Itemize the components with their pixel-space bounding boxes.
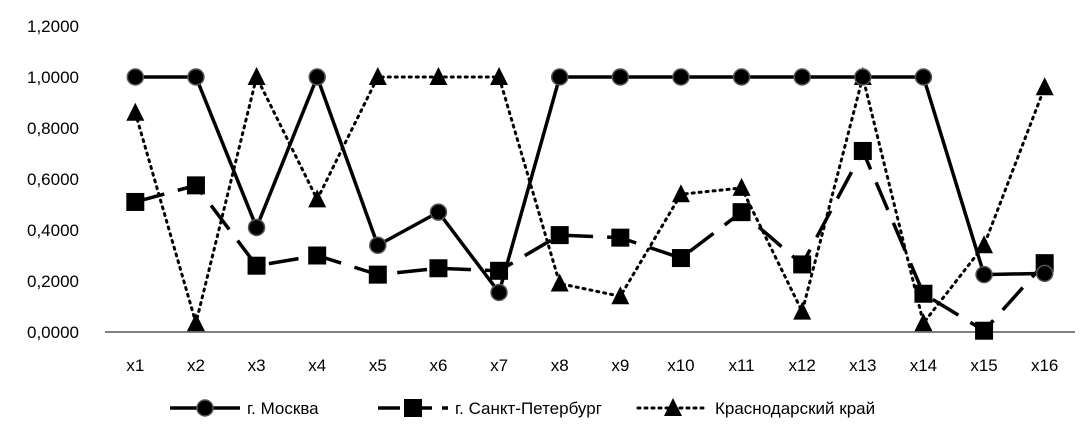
data-point-circle	[308, 68, 326, 86]
y-tick-label: 0,2000	[27, 272, 79, 291]
data-point-triangle	[732, 177, 751, 196]
x-tick-label: x4	[308, 356, 326, 375]
data-point-square	[186, 176, 205, 195]
x-tick-label: x6	[429, 356, 447, 375]
data-point-square	[853, 141, 872, 160]
data-point-square	[671, 249, 690, 268]
data-point-triangle	[550, 273, 569, 292]
data-point-circle	[550, 68, 569, 86]
data-point-circle	[975, 265, 993, 284]
data-point-circle	[854, 68, 872, 86]
x-tick-label: x3	[248, 356, 266, 375]
data-point-square	[429, 259, 448, 278]
legend-marker-triangle	[664, 398, 682, 416]
legend-entry: г. Санкт-Петербург	[378, 399, 602, 418]
data-point-triangle	[1035, 77, 1054, 96]
legend-marker-square	[404, 399, 422, 417]
data-point-triangle	[429, 67, 448, 85]
data-point-triangle	[186, 313, 205, 332]
x-tick-label: x13	[849, 356, 876, 375]
data-point-square	[308, 246, 327, 265]
x-axis-ticks: x1 x2 x3 x4 x5 x6 x7 x8 x9 x10 x11 x12 x13 x14 x15 x16	[126, 356, 1058, 375]
x-tick-label: x1	[126, 356, 144, 375]
data-point-circle	[1035, 264, 1054, 283]
x-tick-label: x11	[728, 356, 754, 375]
legend-marker-circle	[196, 399, 214, 417]
series-triangle	[126, 67, 1054, 332]
y-tick-label: 0,8000	[27, 119, 79, 138]
data-point-circle	[429, 203, 448, 221]
data-point-circle	[247, 218, 266, 237]
legend-label: г. Москва	[247, 399, 319, 418]
data-point-square	[975, 321, 994, 340]
y-tick-label: 0,0000	[27, 323, 79, 342]
data-point-circle	[732, 68, 751, 86]
data-point-circle	[611, 68, 630, 86]
data-point-triangle	[671, 184, 690, 203]
legend-label: Краснодарский край	[715, 399, 875, 418]
x-tick-label: x7	[490, 356, 508, 375]
data-point-square	[611, 228, 630, 247]
data-point-circle	[793, 68, 811, 86]
x-tick-label: x2	[187, 356, 205, 375]
series-line	[134, 149, 1046, 333]
data-point-circle	[914, 68, 933, 86]
y-tick-label: 0,6000	[27, 170, 79, 189]
x-tick-label: x5	[369, 356, 387, 375]
series-line	[135, 75, 1045, 295]
data-point-triangle	[247, 67, 266, 85]
x-tick-label: x9	[611, 356, 629, 375]
y-tick-label: 1,2000	[27, 17, 79, 36]
legend-entry: Краснодарский край	[636, 398, 875, 418]
x-tick-label: x16	[1031, 356, 1058, 375]
y-axis-ticks: 0,0000 0,2000 0,4000 0,6000 0,8000 1,0000 1,20…	[27, 17, 79, 342]
data-point-triangle	[126, 102, 145, 121]
series-square	[126, 141, 1054, 340]
data-point-square	[793, 255, 812, 274]
legend-entry: г. Москва	[170, 399, 319, 418]
data-point-circle	[126, 68, 145, 86]
legend-label: г. Санкт-Петербург	[455, 399, 602, 418]
data-point-square	[368, 265, 387, 284]
data-point-circle	[490, 283, 508, 302]
legend: г. Москва г. Санкт-Петербург Краснодарский…	[170, 398, 875, 418]
series-layer	[126, 67, 1054, 340]
x-tick-label: x14	[910, 356, 937, 375]
y-tick-label: 0,4000	[27, 221, 79, 240]
x-tick-label: x12	[788, 356, 815, 375]
data-point-triangle	[308, 189, 327, 208]
data-point-circle	[187, 68, 205, 86]
data-point-triangle	[793, 301, 812, 320]
data-point-square	[732, 203, 751, 222]
series-line	[133, 75, 1047, 325]
series-circle	[126, 68, 1054, 302]
data-point-triangle	[490, 67, 509, 85]
data-point-triangle	[914, 313, 933, 332]
x-tick-label: x10	[667, 356, 694, 375]
y-tick-label: 1,0000	[27, 68, 79, 87]
data-point-triangle	[368, 67, 387, 85]
data-point-square	[914, 284, 933, 303]
data-point-circle	[369, 236, 387, 255]
x-tick-label: x15	[970, 356, 997, 375]
data-point-square	[550, 226, 569, 245]
data-point-square	[247, 256, 266, 275]
x-tick-label: x8	[551, 356, 569, 375]
data-point-triangle	[611, 286, 630, 305]
data-point-triangle	[975, 235, 994, 254]
data-point-circle	[672, 68, 690, 86]
data-point-square	[126, 192, 145, 211]
